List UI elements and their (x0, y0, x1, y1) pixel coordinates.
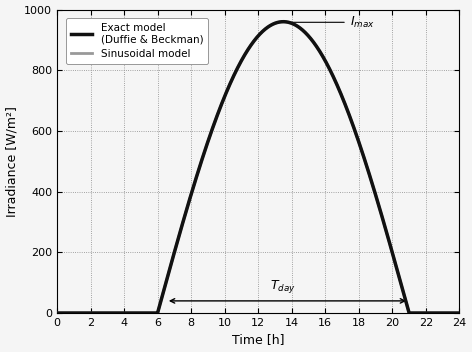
Legend: Exact model
(Duffie & Beckman), Sinusoidal model: Exact model (Duffie & Beckman), Sinusoid… (66, 18, 209, 64)
Y-axis label: Irradiance [W/m²]: Irradiance [W/m²] (6, 106, 18, 217)
Text: $I_{max}$: $I_{max}$ (350, 15, 375, 30)
Text: $T_{day}$: $T_{day}$ (270, 278, 296, 295)
X-axis label: Time [h]: Time [h] (232, 333, 285, 346)
